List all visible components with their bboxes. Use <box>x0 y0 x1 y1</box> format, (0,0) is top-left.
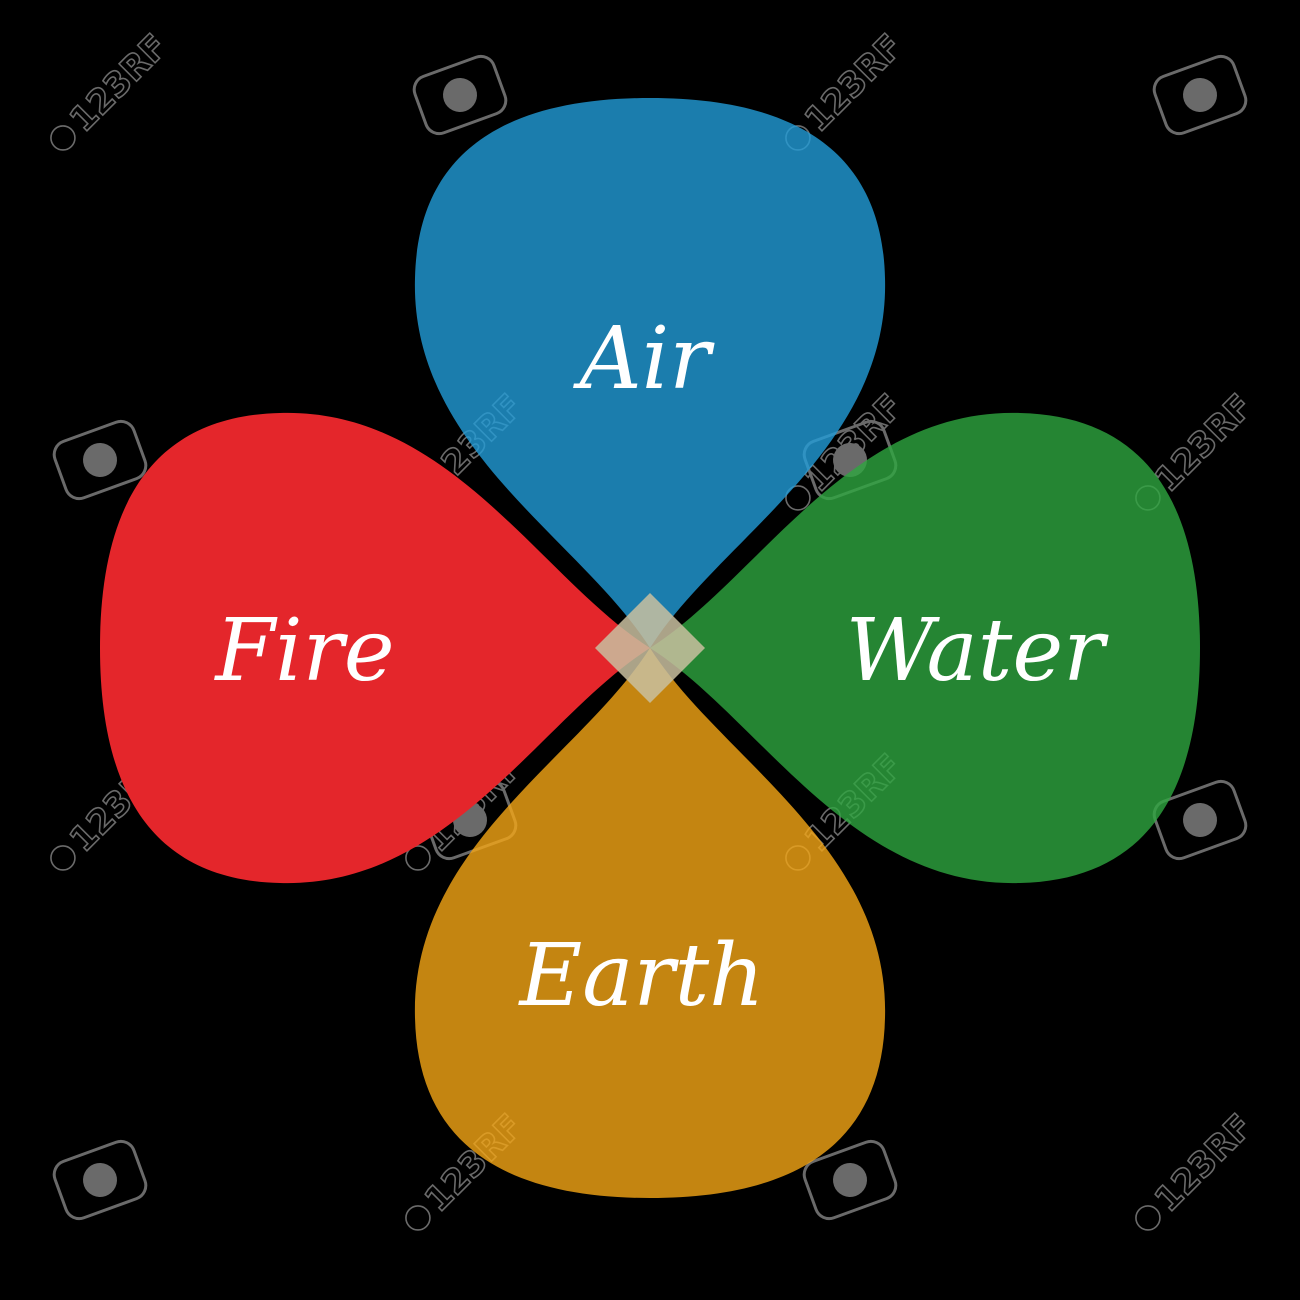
watermark-camera-icon <box>802 1139 898 1221</box>
fire-label: Fire <box>213 601 394 701</box>
watermark-camera-icon <box>52 1139 148 1221</box>
center-overlap <box>595 593 705 703</box>
petal-group <box>100 98 1200 1198</box>
watermark-camera-icon <box>412 54 508 136</box>
earth-label: Earth <box>517 926 764 1026</box>
air-label: Air <box>573 309 716 409</box>
watermark-camera-icon <box>1152 54 1248 136</box>
water-label: Water <box>846 601 1110 701</box>
watermark-camera-icon <box>1152 779 1248 861</box>
watermark-camera-icon <box>52 419 148 501</box>
